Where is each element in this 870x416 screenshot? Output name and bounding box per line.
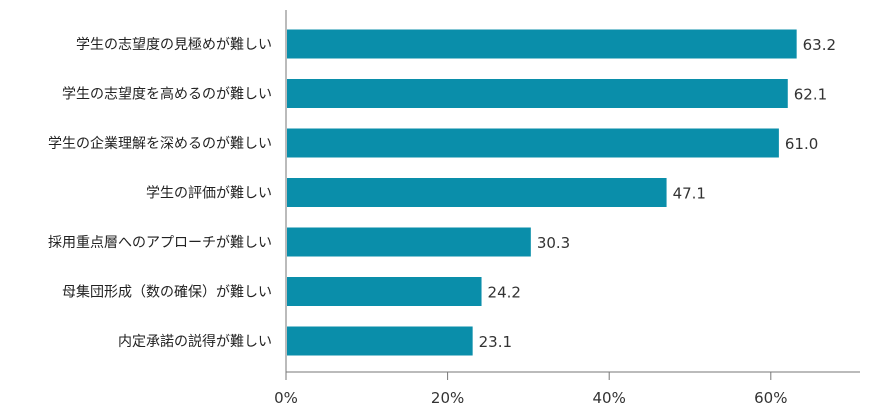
bar [287,29,797,59]
bar [287,79,788,108]
x-ticks-group: 0% 20% 40% 60% [274,372,787,407]
category-label: 内定承諾の説得が難しい [118,333,272,350]
bar [287,178,667,207]
bars-group [287,29,797,356]
x-tick-label: 40% [593,389,626,407]
category-label: 学生の企業理解を深めるのが難しい [48,135,272,152]
value-label: 62.1 [794,86,827,104]
category-label: 学生の評価が難しい [146,186,272,202]
category-label: 学生の志望度の見極めが難しい [76,37,272,53]
x-tick-label: 60% [754,389,787,407]
value-label: 24.2 [488,284,521,302]
bar [287,326,473,356]
value-label: 63.2 [803,36,836,54]
value-labels-group: 63.2 62.1 61.0 47.1 30.3 24.2 23.1 [479,36,836,351]
value-label: 61.0 [785,135,818,153]
bar [287,128,779,158]
x-tick-label: 20% [431,389,464,407]
category-label: 学生の志望度を高めるのが難しい [62,86,272,103]
category-labels-group: 学生の志望度の見極めが難しい学生の志望度を高めるのが難しい学生の企業理解を深める… [48,37,272,350]
value-label: 30.3 [537,234,570,252]
bar [287,227,531,257]
bar [287,277,482,306]
category-label: 母集団形成（数の確保）が難しい [62,284,272,301]
category-label: 採用重点層へのアプローチが難しい [48,235,272,251]
x-tick-label: 0% [274,389,298,407]
value-label: 47.1 [673,185,706,203]
value-label: 23.1 [479,333,512,351]
